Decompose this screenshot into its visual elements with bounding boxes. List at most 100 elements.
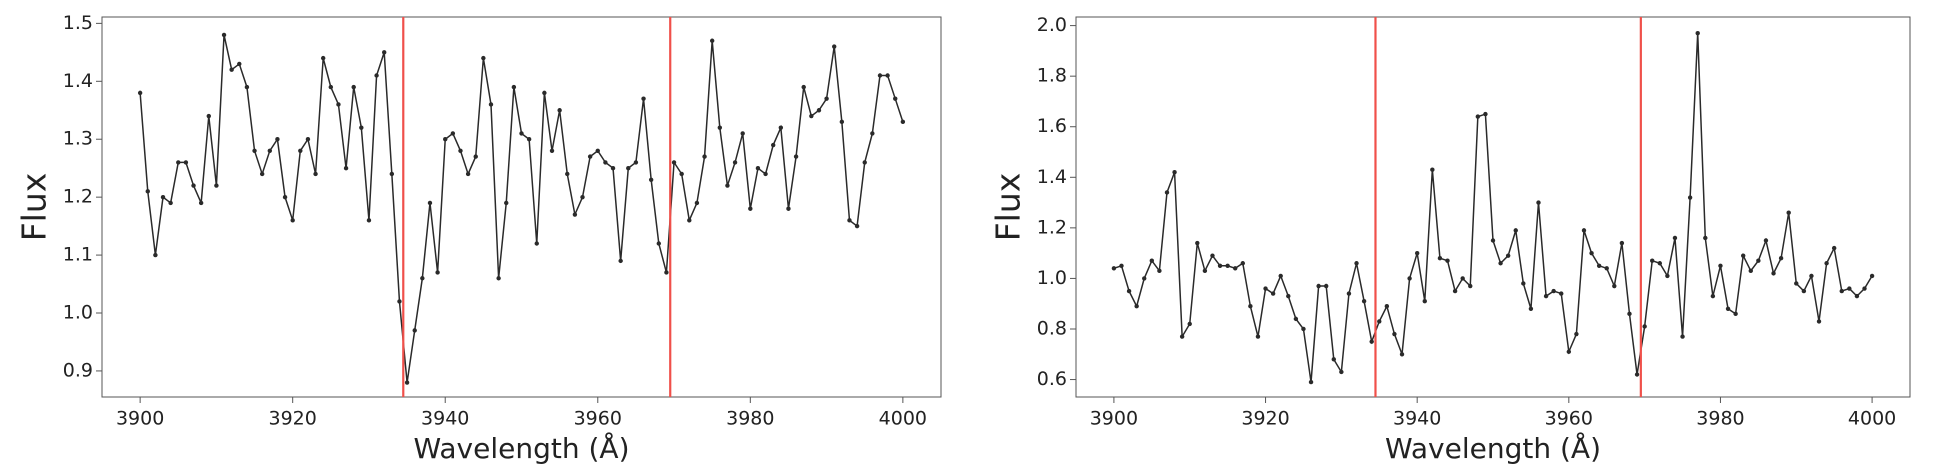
flux-point — [1483, 111, 1488, 117]
y-axis-label: Flux — [989, 173, 1028, 242]
flux-point — [1225, 263, 1230, 268]
flux-point — [1202, 268, 1208, 274]
flux-point — [1468, 283, 1473, 289]
flux-point — [603, 160, 608, 165]
flux-point — [404, 380, 410, 385]
flux-point — [359, 125, 364, 130]
flux-point — [481, 55, 486, 61]
flux-point — [1422, 298, 1427, 304]
y-tick-label: 1.6 — [1037, 115, 1067, 137]
flux-point — [1278, 273, 1283, 279]
flux-point — [1650, 258, 1655, 263]
flux-point — [1445, 258, 1450, 263]
flux-point — [1786, 210, 1791, 215]
flux-point — [1763, 238, 1769, 243]
flux-point — [580, 194, 585, 200]
flux-point — [1255, 334, 1261, 339]
flux-point — [1672, 235, 1678, 241]
y-tick-label: 1.1 — [63, 244, 93, 266]
flux-point — [1490, 238, 1496, 243]
flux-point — [755, 165, 761, 171]
flux-point — [1657, 261, 1663, 266]
flux-point — [572, 212, 578, 217]
flux-point — [1179, 334, 1185, 339]
flux-point — [1460, 276, 1465, 281]
flux-point — [1240, 261, 1246, 266]
y-tick-label: 1.4 — [1037, 166, 1067, 188]
flux-point — [1157, 268, 1162, 274]
flux-point — [1824, 261, 1829, 266]
flux-point — [1687, 195, 1693, 200]
flux-point — [473, 154, 478, 159]
flux-point — [610, 165, 616, 171]
flux-point — [328, 84, 334, 90]
x-tick-label: 3920 — [269, 408, 317, 430]
flux-point — [1733, 311, 1738, 317]
flux-point — [458, 148, 463, 154]
flux-point — [1263, 286, 1268, 291]
flux-point — [1604, 266, 1609, 271]
flux-point — [595, 148, 600, 154]
flux-point — [870, 131, 875, 136]
flux-point — [1596, 263, 1602, 268]
flux-point — [488, 102, 494, 107]
flux-point — [1399, 352, 1405, 357]
flux-point — [435, 270, 440, 275]
flux-point — [305, 137, 311, 142]
x-tick-label: 4000 — [879, 408, 927, 430]
flux-point — [1528, 306, 1534, 311]
flux-point — [1778, 255, 1784, 261]
x-tick-label: 3980 — [726, 408, 774, 430]
flux-point — [1339, 369, 1344, 375]
flux-point — [1756, 258, 1761, 263]
flux-point — [1862, 286, 1867, 291]
flux-point — [237, 61, 242, 67]
y-tick-label: 2.0 — [1037, 14, 1067, 36]
flux-point — [336, 102, 341, 107]
flux-point — [549, 148, 555, 154]
flux-point — [1270, 291, 1276, 296]
flux-point — [160, 194, 166, 200]
flux-point — [1308, 379, 1314, 385]
flux-point — [633, 160, 639, 165]
y-tick-label: 1.5 — [63, 12, 93, 34]
flux-point — [1452, 288, 1458, 294]
flux-point — [542, 90, 547, 96]
x-tick-label: 3960 — [574, 408, 622, 430]
flux-point — [191, 183, 196, 188]
flux-point — [664, 270, 669, 275]
plot-frame — [1075, 16, 1911, 398]
flux-point — [732, 160, 738, 165]
flux-point — [1354, 261, 1359, 266]
flux-point — [1293, 316, 1299, 322]
flux-point — [717, 125, 723, 130]
flux-point — [1566, 349, 1572, 354]
flux-point — [252, 148, 257, 154]
flux-point — [626, 165, 631, 171]
flux-point — [1164, 190, 1170, 195]
flux-point — [1392, 331, 1397, 337]
flux-point — [1217, 263, 1223, 268]
flux-point — [153, 252, 158, 258]
flux-point — [1134, 304, 1139, 309]
flux-point — [1574, 331, 1579, 337]
flux-point — [504, 200, 509, 206]
flux-point — [1513, 228, 1518, 233]
flux-point — [275, 137, 280, 142]
flux-point — [465, 171, 471, 177]
flux-point — [1794, 281, 1799, 286]
flux-point — [1665, 273, 1670, 279]
flux-point — [1324, 283, 1329, 289]
y-tick-label: 0.6 — [1037, 368, 1067, 390]
flux-point — [1331, 357, 1336, 362]
flux-point — [1505, 253, 1511, 258]
flux-point — [900, 119, 906, 125]
flux-point — [320, 55, 326, 61]
flux-point — [1695, 30, 1700, 36]
flux-point — [526, 137, 532, 142]
x-tick-label: 3900 — [1090, 408, 1138, 430]
flux-point — [763, 171, 768, 177]
flux-point — [343, 165, 349, 171]
x-tick-label: 3960 — [1545, 408, 1593, 430]
flux-point — [1634, 372, 1640, 377]
